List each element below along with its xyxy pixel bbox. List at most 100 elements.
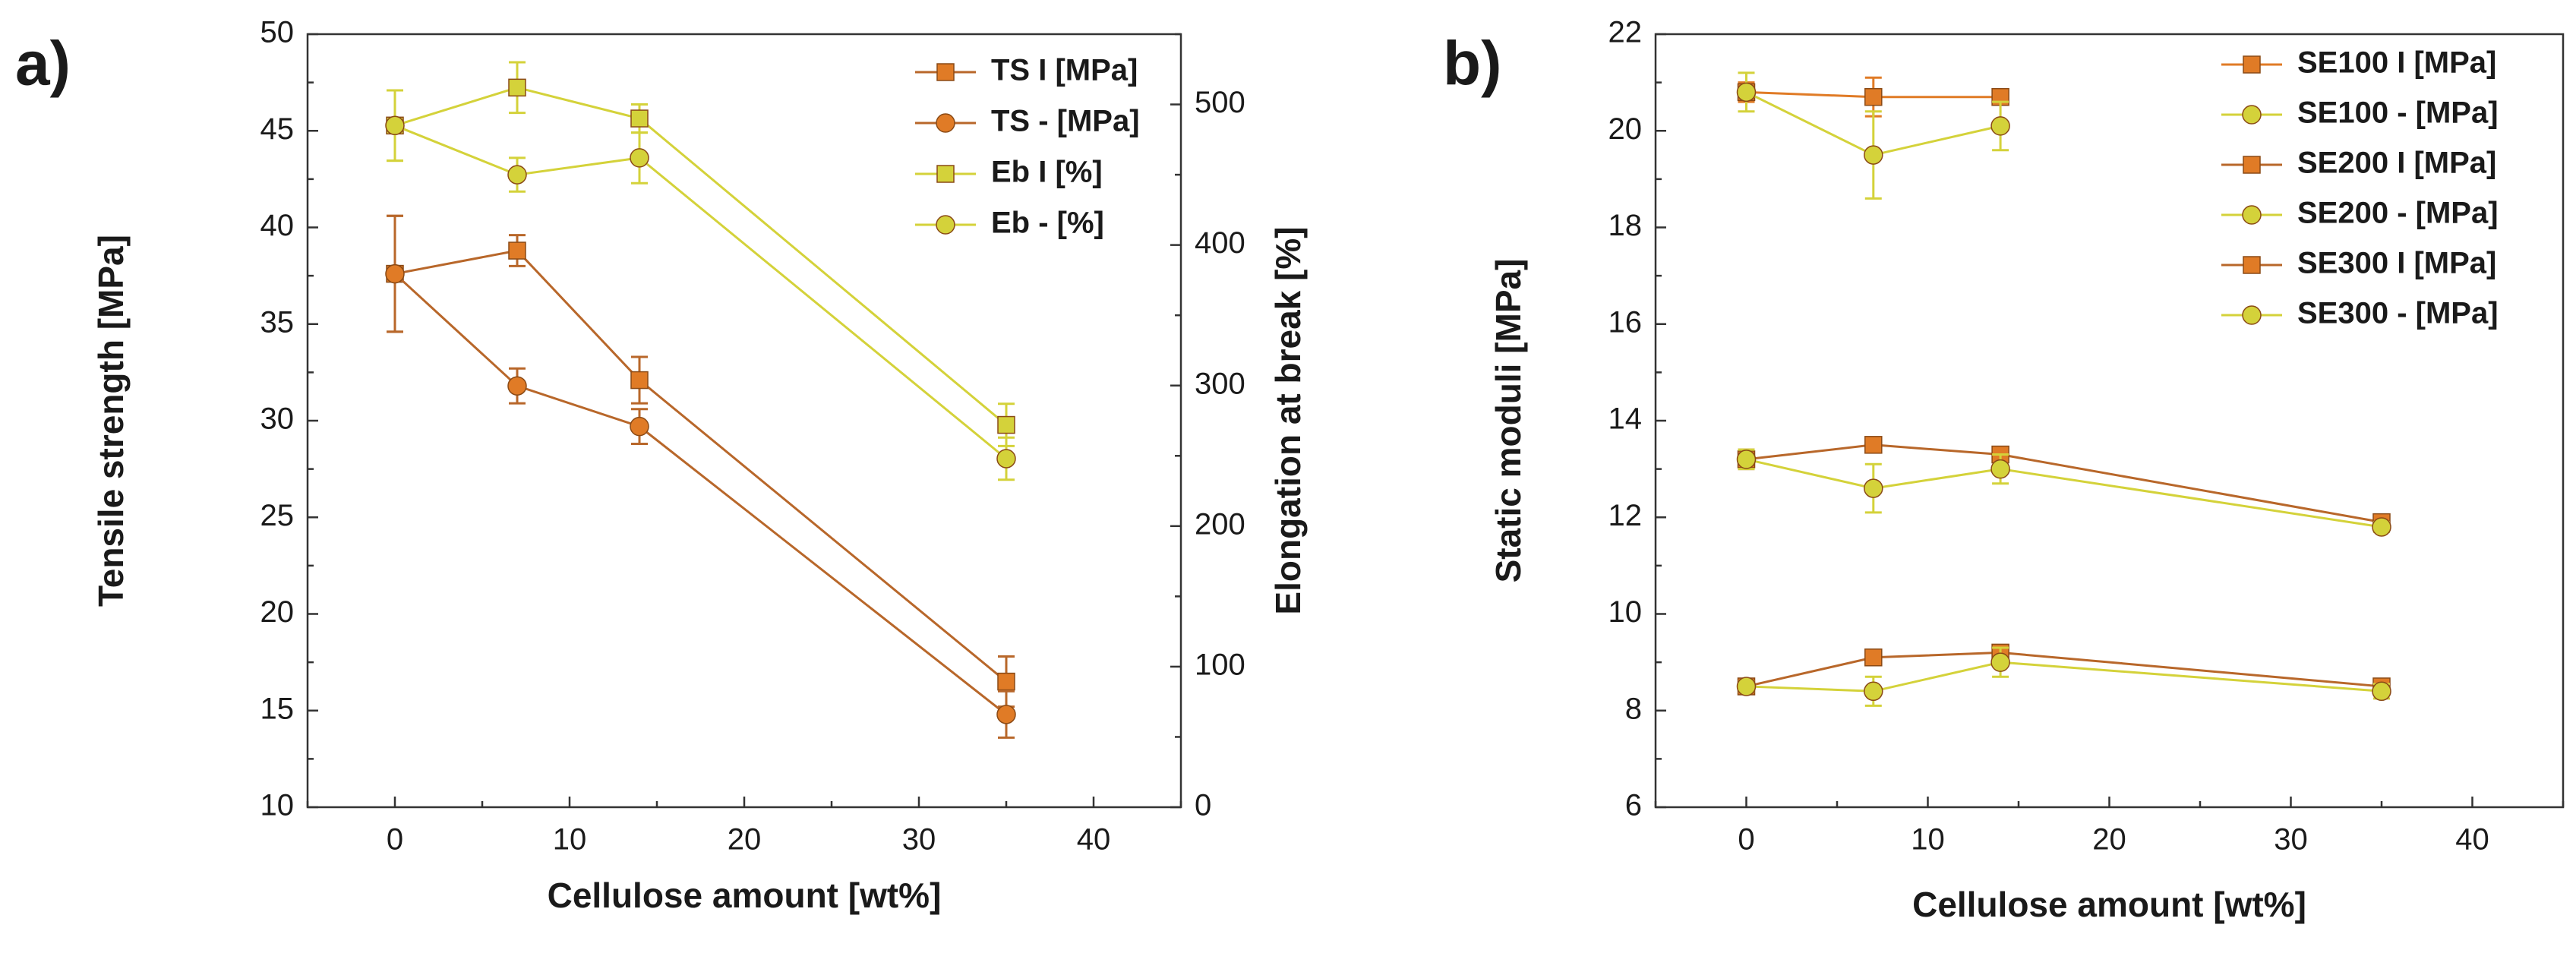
y-tick-label: 12 <box>1608 499 1643 532</box>
data-point <box>2372 681 2391 702</box>
series-line <box>394 249 1007 683</box>
x-tick-label: 10 <box>553 823 587 857</box>
data-point <box>508 241 526 260</box>
x-tick-label: 30 <box>2274 823 2308 857</box>
y2-tick-label: 200 <box>1195 507 1245 541</box>
legend-marker <box>2243 55 2261 74</box>
x-tick-label: 0 <box>1738 823 1754 857</box>
data-point <box>1736 677 1757 696</box>
legend-marker <box>2243 256 2261 274</box>
data-point <box>996 705 1016 724</box>
panel-label: a) <box>15 30 71 99</box>
data-point <box>630 371 649 390</box>
y-axis-label: Static moduli [MPa] <box>1488 259 1528 583</box>
data-point <box>385 263 405 284</box>
y-tick-label: 20 <box>1608 112 1643 146</box>
data-point <box>1990 652 2010 672</box>
data-point <box>507 165 527 185</box>
y-tick-label: 18 <box>1608 209 1643 242</box>
data-point <box>385 115 405 136</box>
data-point <box>1864 436 1883 454</box>
data-point <box>1864 478 1883 498</box>
y2-axis-label: Elongation at break [%] <box>1268 226 1308 614</box>
series-line <box>1746 651 2382 688</box>
legend-marker <box>936 63 955 81</box>
data-point <box>1864 681 1883 702</box>
series-line <box>394 124 1007 460</box>
legend-label: SE300 I [MPa] <box>2297 247 2496 280</box>
legend-label: SE200 - [MPa] <box>2297 197 2499 230</box>
series-se100-mpa <box>1736 71 2010 200</box>
plot-frame <box>306 33 1182 809</box>
legend-marker <box>2242 105 2262 125</box>
data-point <box>508 78 526 97</box>
data-point <box>997 415 1015 434</box>
data-point <box>630 109 649 128</box>
y-tick-label: 30 <box>260 402 295 436</box>
x-axis-label: Cellulose amount [wt%] <box>548 876 942 915</box>
series-line <box>393 273 1007 716</box>
x-tick-label: 30 <box>902 823 936 857</box>
legend-label: Eb - [%] <box>991 207 1104 240</box>
y-tick-label: 14 <box>1608 402 1643 436</box>
x-tick-label: 20 <box>2092 823 2126 857</box>
series-line <box>1746 458 2382 529</box>
legend-marker <box>2242 205 2262 225</box>
x-tick-label: 40 <box>1077 823 1111 857</box>
series-ts-i-mpa <box>386 214 1015 708</box>
legend-marker <box>936 215 955 235</box>
legend-label: TS - [MPa] <box>991 105 1140 138</box>
data-point <box>1736 82 1757 103</box>
data-point <box>1864 648 1883 667</box>
legend-marker <box>936 165 955 183</box>
y-tick-label: 8 <box>1625 692 1642 725</box>
series-se300-mpa <box>1736 646 2391 707</box>
y-tick-label: 50 <box>260 16 295 49</box>
legend-marker <box>2242 305 2262 325</box>
chart-panel-b: 0 10 20 30 40 6 8 10 12 14 16 18 20 22 Cellulose amoun… <box>1443 16 2565 924</box>
panel-label: b) <box>1443 30 1501 99</box>
legend-label: SE100 I [MPa] <box>2297 46 2496 80</box>
legend-label: SE100 - [MPa] <box>2297 96 2499 130</box>
chart-panel-a: 0 10 20 30 401015202530354045500100200300400… <box>15 16 1308 916</box>
series-ts-mpa <box>385 214 1016 739</box>
data-point <box>630 416 649 437</box>
series-line <box>394 86 1007 426</box>
legend: SE100 I [MPa] SE100 - [MPa] SE200 I [MPa] S… <box>2221 46 2499 330</box>
y-tick-label: 16 <box>1608 305 1643 339</box>
y-tick-label: 35 <box>260 305 295 339</box>
legend-marker <box>2243 156 2261 174</box>
data-point <box>630 148 649 168</box>
data-point <box>1990 459 2010 479</box>
y-tick-label: 20 <box>260 595 295 629</box>
y-tick-label: 15 <box>260 692 295 725</box>
y2-tick-label: 300 <box>1195 367 1245 400</box>
series-line <box>1746 661 2382 693</box>
series-line <box>1746 443 2382 524</box>
legend-label: TS I [MPa] <box>991 54 1138 87</box>
data-point <box>2372 517 2391 537</box>
y-tick-label: 45 <box>260 112 295 146</box>
x-tick-label: 40 <box>2455 823 2489 857</box>
data-point <box>1990 116 2010 136</box>
legend-label: SE300 - [MPa] <box>2297 297 2499 330</box>
data-point <box>1736 450 1757 469</box>
data-point <box>997 672 1015 691</box>
legend: TS I [MPa] TS - [MPa] Eb I [%] Eb - [%] <box>915 54 1140 240</box>
data-point <box>1864 145 1883 165</box>
data-point <box>996 449 1016 469</box>
x-tick-label: 20 <box>728 823 762 857</box>
legend-label: SE200 I [MPa] <box>2297 147 2496 180</box>
y-tick-label: 25 <box>260 499 295 532</box>
legend-label: Eb I [%] <box>991 156 1103 189</box>
y2-tick-label: 500 <box>1195 86 1245 119</box>
y-tick-label: 10 <box>1608 595 1643 629</box>
y2-tick-label: 400 <box>1195 226 1245 260</box>
y2-tick-label: 100 <box>1195 648 1245 681</box>
y-tick-label: 40 <box>260 209 295 242</box>
legend-marker <box>936 113 955 133</box>
y-axis-label: Tensile strength [MPa] <box>91 235 131 607</box>
x-axis-label: Cellulose amount [wt%] <box>1912 885 2306 924</box>
series-eb <box>385 89 1016 481</box>
